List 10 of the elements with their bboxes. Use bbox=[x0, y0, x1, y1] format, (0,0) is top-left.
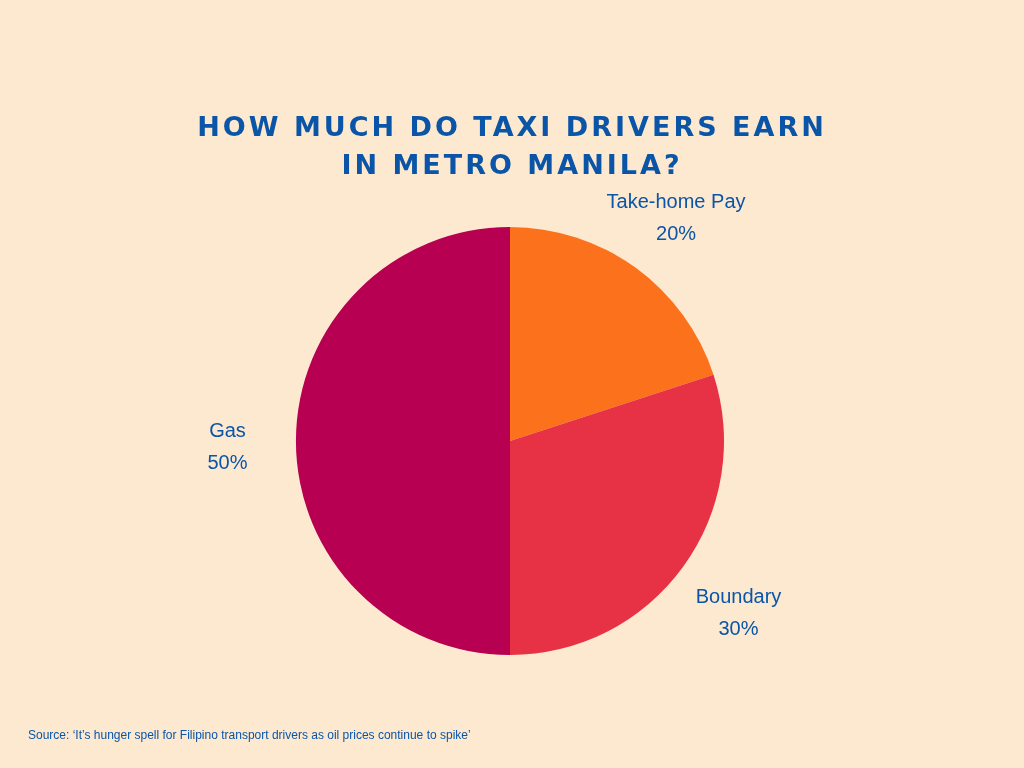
data-label: 50% bbox=[207, 451, 248, 473]
data-label: 30% bbox=[718, 617, 759, 640]
pie-slice bbox=[510, 227, 714, 441]
slice-label: Take-home Pay bbox=[606, 190, 746, 213]
data-label: 20% bbox=[656, 222, 697, 245]
slice-label: Boundary bbox=[695, 585, 782, 608]
source-note: Source: ‘It’s hunger spell for Filipino transport drivers as oil prices continue to spike’ bbox=[28, 728, 471, 742]
chart-title: HOW MUCH DO TAXI DRIVERS EARN IN METRO MANILA? bbox=[197, 111, 827, 180]
pie-slice bbox=[296, 227, 510, 655]
slice-label: Gas bbox=[209, 419, 246, 441]
